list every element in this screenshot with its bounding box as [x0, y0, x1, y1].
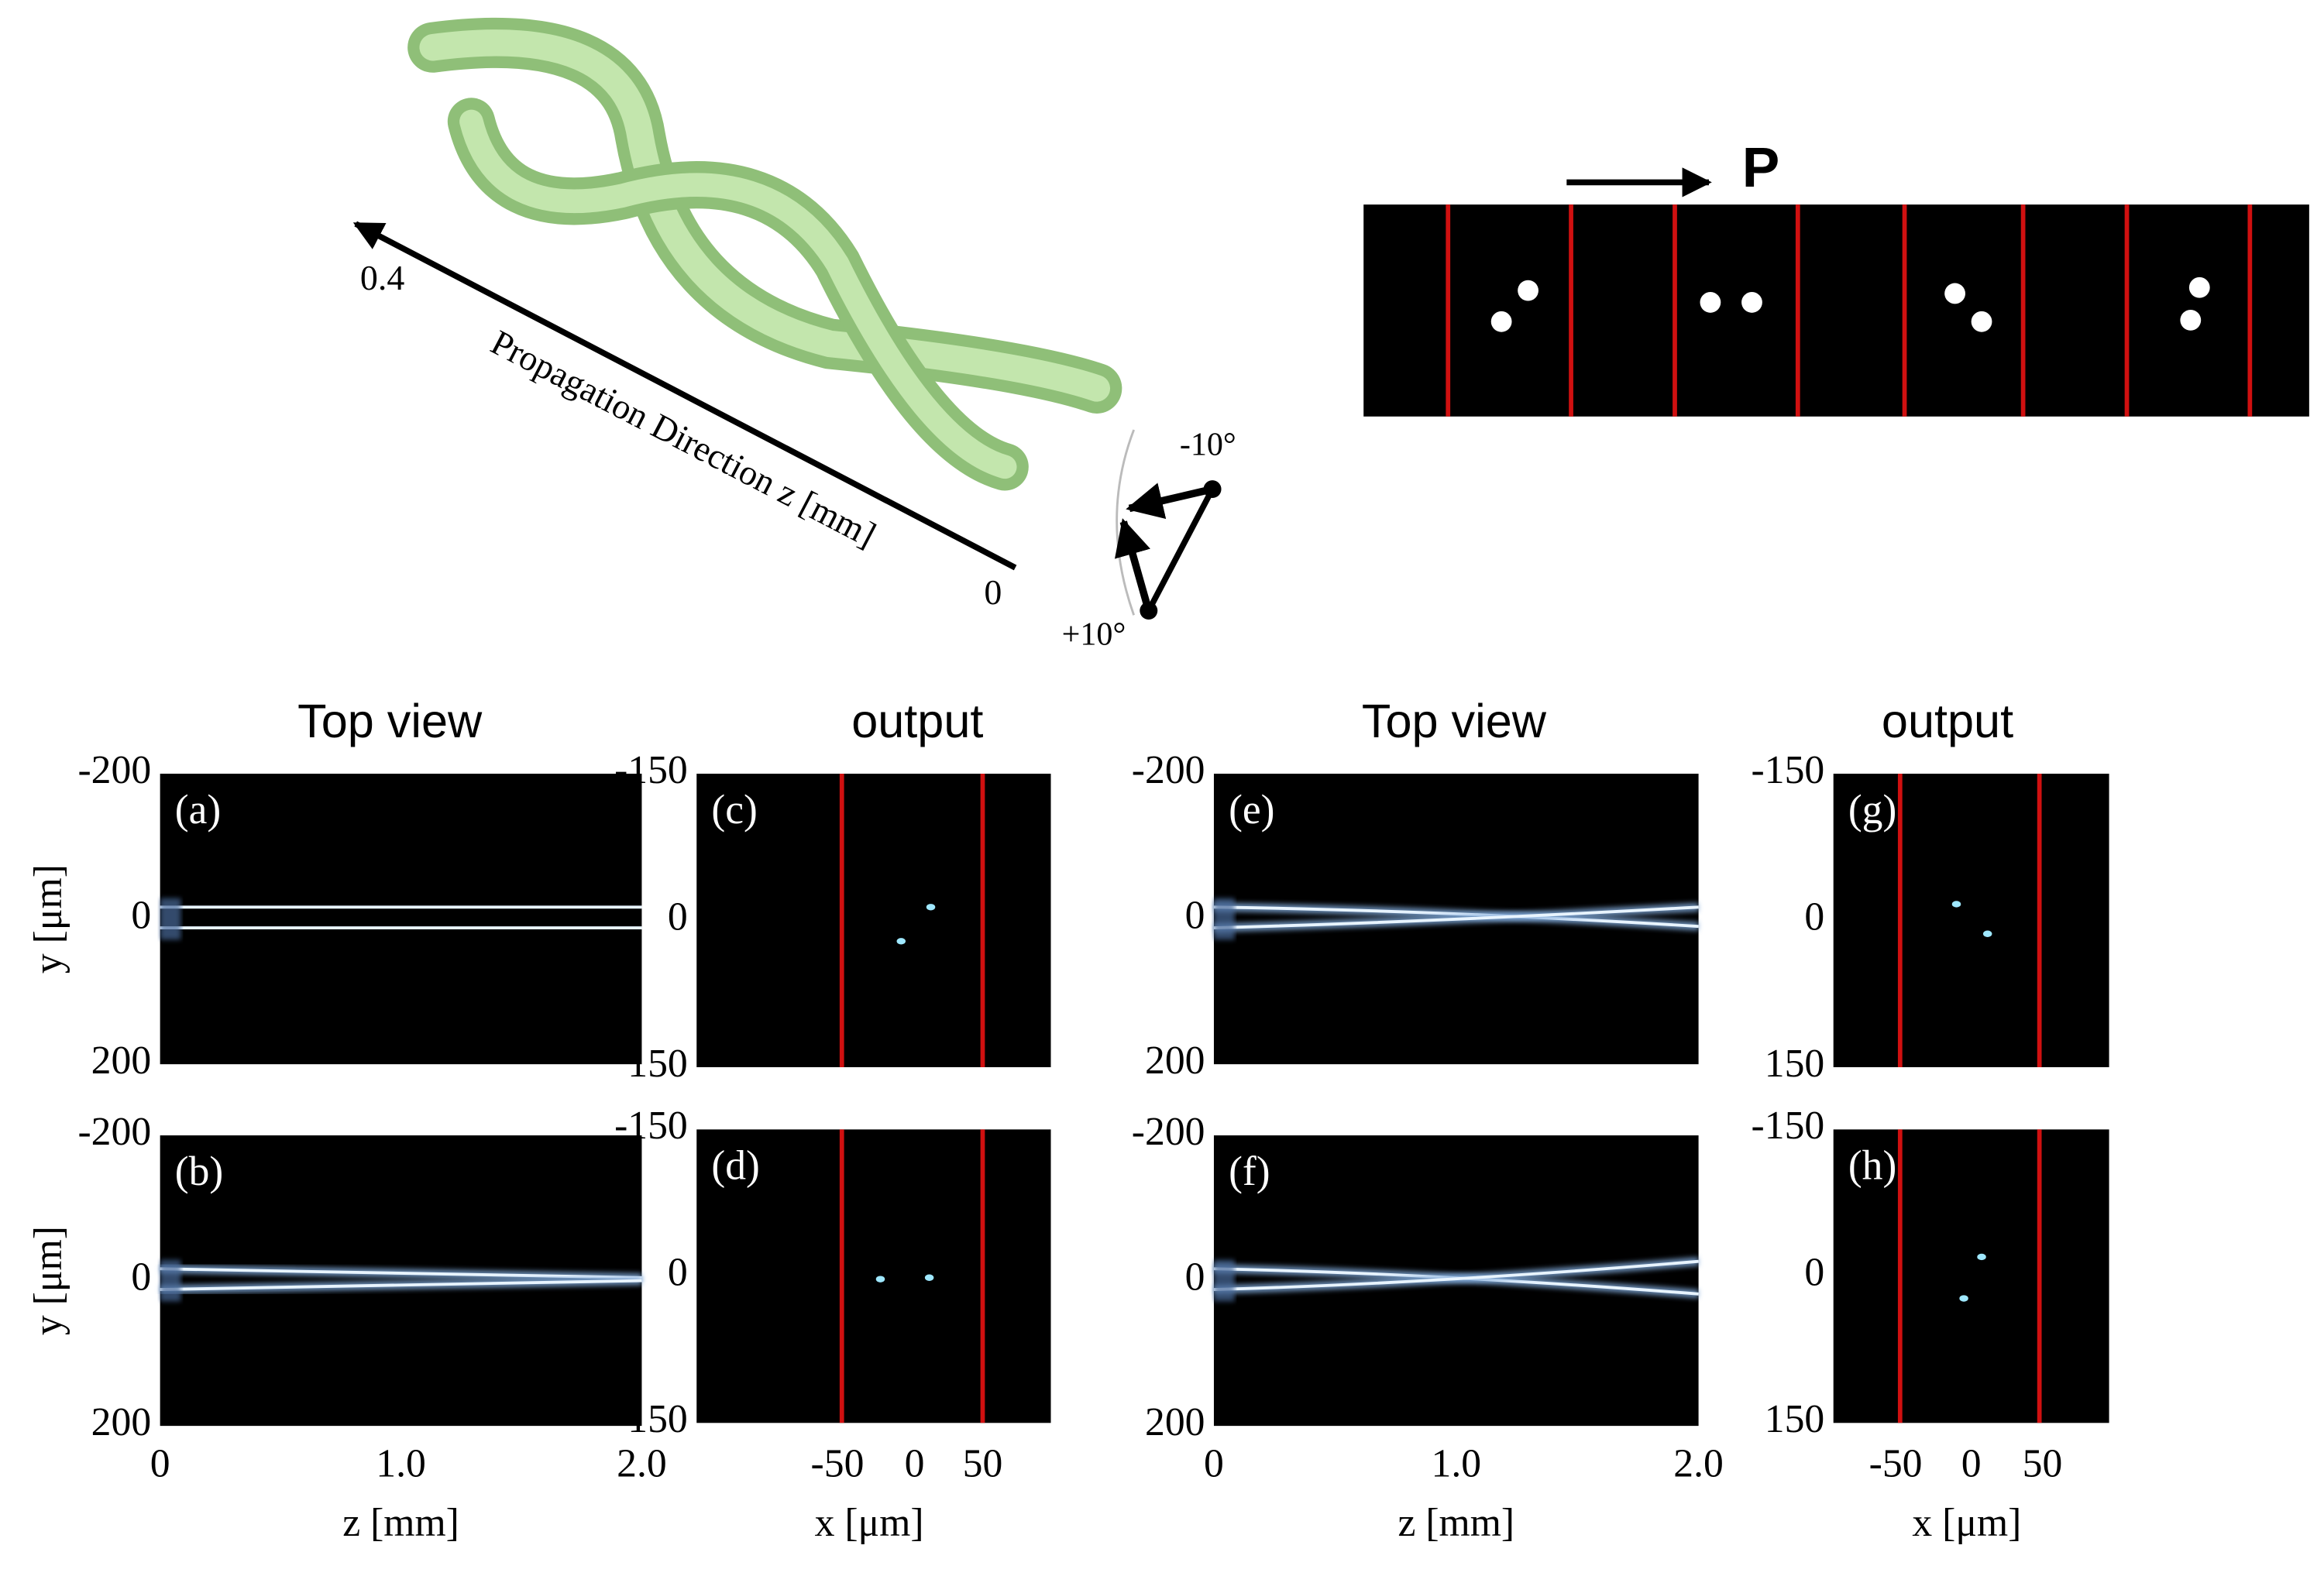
y-tick-label: 200 [1145, 1039, 1205, 1083]
panel-image [696, 1129, 1051, 1423]
y-tick-label: 0 [668, 1251, 688, 1295]
y-tick-label: -150 [614, 748, 688, 792]
beam [1213, 905, 1699, 929]
y-tick-label: 150 [627, 1397, 687, 1441]
y-axis-label: y [μm] [26, 864, 70, 973]
panel-image [696, 774, 1051, 1067]
panel-label: (b) [175, 1148, 223, 1194]
y-tick-label: -200 [77, 1110, 151, 1154]
panel-label: (f) [1229, 1148, 1270, 1194]
y-tick-label: 0 [1185, 893, 1205, 937]
output-spot [1951, 901, 1961, 908]
x-axis-label: z [mm] [342, 1501, 459, 1545]
y-tick-label: 0 [1804, 895, 1824, 939]
x-tick-label: 50 [2023, 1442, 2063, 1486]
output-spot [896, 938, 906, 945]
beam-source [160, 898, 181, 940]
y-tick-label: 0 [131, 1255, 151, 1299]
axis-end-label: 0 [984, 572, 1002, 612]
x-tick-label: -50 [811, 1442, 865, 1486]
y-tick-label: -200 [1132, 1110, 1205, 1154]
output-spot [1982, 930, 1992, 937]
output-spot [924, 1274, 934, 1281]
x-axis-label: x [μm] [1912, 1501, 2021, 1545]
y-tick-label: 150 [627, 1042, 687, 1086]
panel-title: Top view [1362, 695, 1547, 747]
y-axis-label: y [μm] [26, 1226, 70, 1335]
panel-title: output [851, 695, 983, 747]
x-axis-label: z [mm] [1397, 1501, 1514, 1545]
propagation-axis [352, 221, 1017, 571]
beam-source [160, 1259, 181, 1302]
y-tick-label: 200 [91, 1039, 151, 1083]
panel-label: (d) [711, 1142, 759, 1188]
output-spot [1977, 1253, 1986, 1261]
y-tick-label: 200 [1145, 1400, 1205, 1444]
panel-title: output [1882, 695, 2013, 747]
x-tick-label: 0 [905, 1442, 925, 1486]
x-axis-label: x [μm] [815, 1501, 924, 1545]
beam [1213, 1259, 1699, 1291]
panel-label: (g) [1848, 786, 1896, 833]
panel-image [160, 774, 642, 1065]
beam [1213, 905, 1699, 929]
x-tick-label: 2.0 [1673, 1442, 1724, 1486]
panel-label: (h) [1848, 1142, 1896, 1188]
angle-minus-label: -10° [1180, 427, 1236, 463]
output-spot [1959, 1295, 1968, 1302]
output-spot [875, 1276, 885, 1283]
angle-plus-label: +10° [1062, 616, 1126, 653]
y-tick-label: 0 [668, 895, 688, 939]
panel-title: Top view [297, 695, 483, 747]
x-tick-label: 0 [150, 1442, 170, 1486]
polarization-label: P [1742, 136, 1779, 199]
x-tick-label: 50 [963, 1442, 1003, 1486]
beam [160, 1279, 642, 1291]
y-tick-label: -150 [614, 1104, 688, 1148]
x-tick-label: 1.0 [1431, 1442, 1481, 1486]
helix-tubes [407, 17, 1122, 491]
angle-icon [1114, 429, 1222, 620]
y-tick-label: -200 [1132, 748, 1205, 792]
y-tick-label: 0 [1185, 1255, 1205, 1299]
beam [160, 1267, 642, 1279]
output-strip [1363, 204, 2309, 417]
panel-image [1833, 774, 2109, 1067]
panel-label: (c) [711, 786, 757, 833]
panel-label: (a) [175, 786, 221, 833]
y-tick-label: -150 [1752, 748, 1825, 792]
axis-start-label: 0.4 [360, 258, 404, 297]
y-tick-label: 150 [1765, 1042, 1824, 1086]
x-tick-label: 2.0 [617, 1442, 667, 1486]
y-tick-label: -200 [77, 748, 151, 792]
y-tick-label: 0 [131, 893, 151, 937]
x-tick-label: 1.0 [376, 1442, 426, 1486]
panel-image [1833, 1129, 2109, 1423]
beam-source [1213, 898, 1235, 940]
beam-source [1213, 1259, 1235, 1302]
x-tick-label: 0 [1961, 1442, 1982, 1486]
y-tick-label: -150 [1752, 1104, 1825, 1148]
output-spot [926, 904, 936, 911]
x-tick-label: -50 [1869, 1442, 1923, 1486]
y-tick-label: 200 [91, 1400, 151, 1444]
y-tick-label: 0 [1804, 1251, 1824, 1295]
panel-label: (e) [1229, 786, 1274, 833]
x-tick-label: 0 [1204, 1442, 1224, 1486]
y-tick-label: 150 [1765, 1397, 1824, 1441]
